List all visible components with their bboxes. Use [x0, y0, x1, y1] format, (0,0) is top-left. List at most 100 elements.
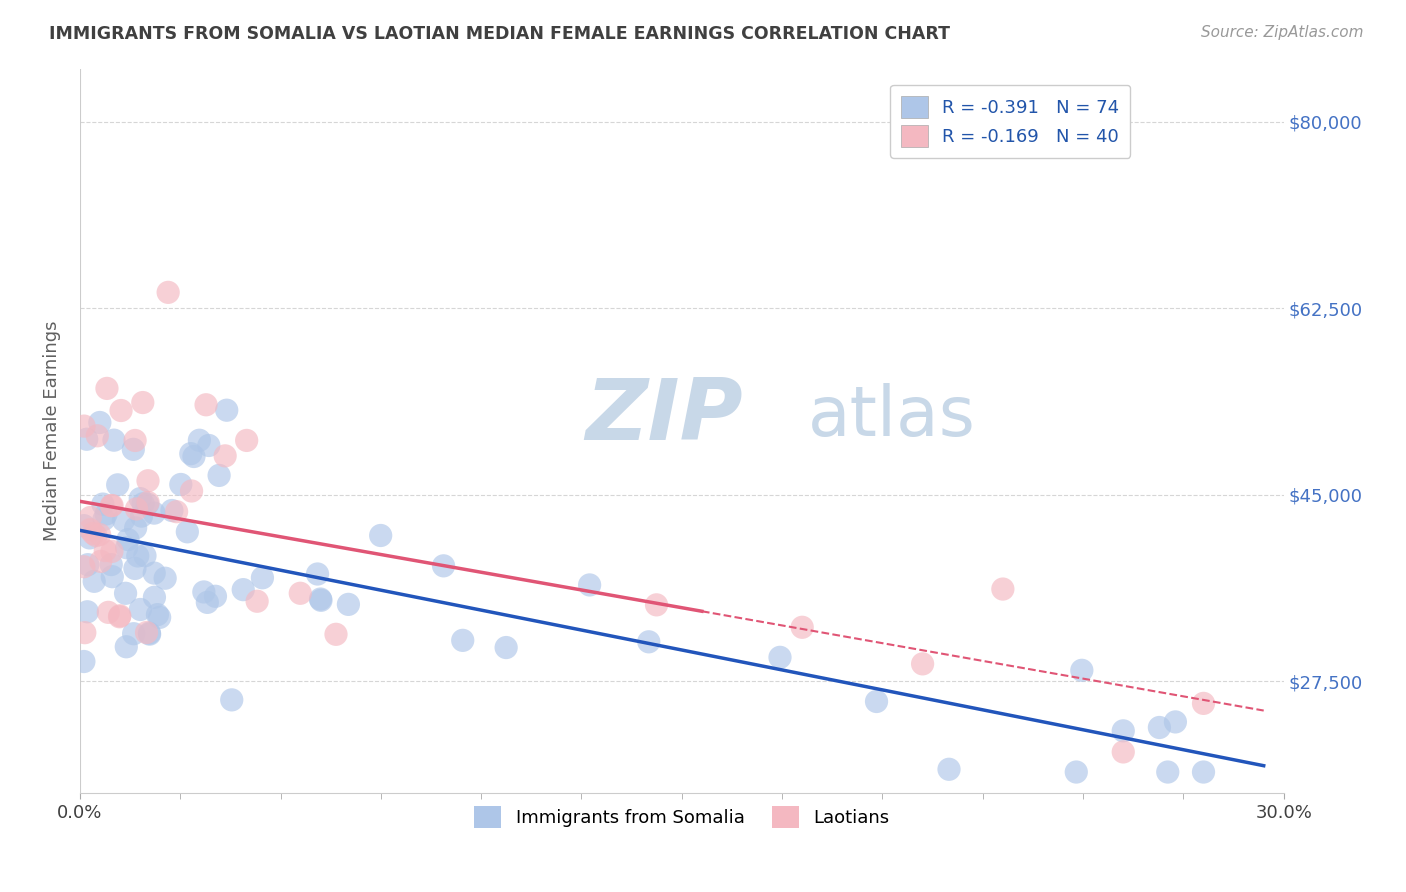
Point: [73, 559, 96, 574]
Point: [112, 513, 135, 527]
Point: [103, 433, 125, 447]
Point: [138, 627, 160, 641]
Point: [101, 499, 124, 513]
Point: [215, 403, 238, 417]
Point: [73, 655, 96, 669]
Point: [79, 523, 101, 537]
Point: [865, 694, 887, 708]
Point: [180, 483, 202, 498]
Point: [94, 507, 117, 521]
Point: [1064, 765, 1087, 780]
Point: [1164, 714, 1187, 729]
Point: [117, 533, 139, 547]
Point: [235, 434, 257, 448]
Point: [325, 627, 347, 641]
Text: ZIP: ZIP: [585, 375, 744, 458]
Point: [100, 558, 122, 572]
Point: [83, 574, 105, 589]
Point: [307, 567, 329, 582]
Point: [1112, 745, 1135, 759]
Point: [578, 578, 600, 592]
Point: [108, 608, 131, 623]
Point: [76, 432, 98, 446]
Point: [1192, 697, 1215, 711]
Y-axis label: Median Female Earnings: Median Female Earnings: [44, 321, 60, 541]
Point: [769, 650, 792, 665]
Point: [73, 419, 96, 434]
Point: [180, 447, 202, 461]
Point: [79, 510, 101, 524]
Point: [91, 497, 114, 511]
Point: [125, 502, 148, 516]
Point: [73, 518, 96, 533]
Point: [122, 442, 145, 457]
Point: [97, 605, 120, 619]
Point: [991, 582, 1014, 596]
Point: [136, 474, 159, 488]
Point: [183, 450, 205, 464]
Point: [108, 609, 131, 624]
Point: [132, 395, 155, 409]
Point: [170, 477, 193, 491]
Point: [153, 571, 176, 585]
Point: [82, 526, 104, 541]
Point: [86, 429, 108, 443]
Point: [76, 605, 98, 619]
Point: [129, 491, 152, 506]
Point: [127, 549, 149, 563]
Point: [115, 640, 138, 654]
Point: [101, 570, 124, 584]
Point: [157, 285, 180, 300]
Point: [252, 571, 274, 585]
Point: [1112, 723, 1135, 738]
Point: [149, 610, 172, 624]
Point: [89, 527, 111, 541]
Point: [100, 499, 122, 513]
Point: [73, 625, 96, 640]
Point: [160, 503, 183, 517]
Point: [143, 506, 166, 520]
Point: [938, 762, 960, 776]
Point: [195, 595, 218, 609]
Point: [94, 543, 117, 558]
Point: [232, 582, 254, 597]
Text: Source: ZipAtlas.com: Source: ZipAtlas.com: [1201, 25, 1364, 40]
Text: IMMIGRANTS FROM SOMALIA VS LAOTIAN MEDIAN FEMALE EARNINGS CORRELATION CHART: IMMIGRANTS FROM SOMALIA VS LAOTIAN MEDIA…: [49, 25, 950, 43]
Point: [96, 381, 118, 395]
Point: [198, 438, 221, 452]
Point: [432, 558, 454, 573]
Point: [309, 593, 332, 607]
Point: [188, 434, 211, 448]
Point: [309, 592, 332, 607]
Legend: Immigrants from Somalia, Laotians: Immigrants from Somalia, Laotians: [467, 798, 897, 835]
Point: [101, 544, 124, 558]
Point: [146, 607, 169, 622]
Point: [1157, 765, 1180, 780]
Point: [110, 403, 132, 417]
Point: [1070, 663, 1092, 677]
Point: [637, 635, 659, 649]
Point: [124, 521, 146, 535]
Point: [132, 497, 155, 511]
Point: [451, 633, 474, 648]
Point: [195, 398, 218, 412]
Point: [115, 541, 138, 555]
Point: [911, 657, 934, 671]
Point: [124, 434, 146, 448]
Point: [204, 589, 226, 603]
Point: [135, 625, 157, 640]
Point: [138, 626, 160, 640]
Point: [90, 554, 112, 568]
Point: [208, 468, 231, 483]
Point: [107, 478, 129, 492]
Point: [84, 528, 107, 542]
Point: [122, 626, 145, 640]
Point: [134, 549, 156, 563]
Point: [337, 598, 360, 612]
Point: [114, 586, 136, 600]
Point: [176, 524, 198, 539]
Point: [645, 598, 668, 612]
Point: [124, 561, 146, 575]
Text: atlas: atlas: [808, 383, 976, 450]
Point: [129, 602, 152, 616]
